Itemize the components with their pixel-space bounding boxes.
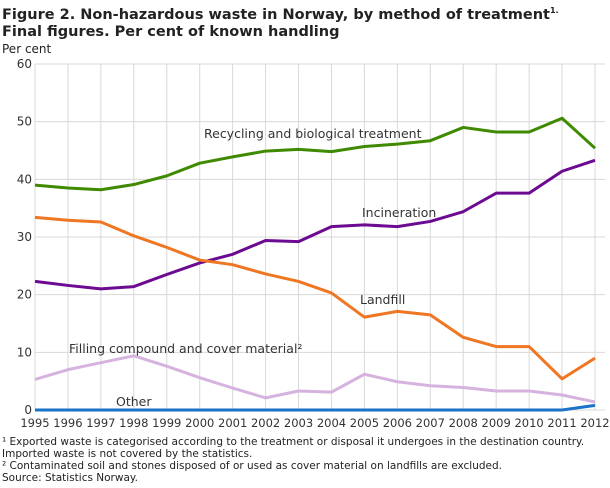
- series-line: [34, 215, 596, 381]
- x-tick-label: 1998: [119, 416, 148, 430]
- series-label: Incineration: [362, 205, 436, 220]
- x-tick-label: 1997: [86, 416, 115, 430]
- series-label: Filling compound and cover material²: [69, 341, 302, 356]
- title-footnote-mark: 1.: [549, 6, 559, 15]
- footnote-1: ¹ Exported waste is categorised accordin…: [2, 436, 585, 448]
- x-tick-label: 1999: [152, 416, 181, 430]
- x-tick-label: 2006: [383, 416, 412, 430]
- x-tick-label: 2009: [482, 416, 511, 430]
- chart-subtitle: Final figures. Per cent of known handlin…: [2, 23, 340, 40]
- y-axis-label: Per cent: [2, 42, 52, 56]
- x-tick-label: 2012: [580, 416, 609, 430]
- x-tick-label: 1996: [53, 416, 82, 430]
- x-tick-label: 2004: [317, 416, 346, 430]
- y-tick-label: 40: [17, 172, 32, 186]
- x-tick-label: 2008: [449, 416, 478, 430]
- y-tick-label: 10: [17, 345, 32, 359]
- title-text: Figure 2. Non-hazardous waste in Norway,…: [2, 6, 550, 23]
- x-tick-label: 1995: [20, 416, 49, 430]
- series-line: [34, 158, 596, 291]
- x-tick-label: 2002: [251, 416, 280, 430]
- series-line: [35, 403, 596, 412]
- footnotes: ¹ Exported waste is categorised accordin…: [2, 436, 584, 484]
- y-tick-label: 20: [17, 288, 32, 302]
- x-tick-label: 2007: [416, 416, 445, 430]
- series-label: Recycling and biological treatment: [204, 126, 422, 141]
- footnote-2: ² Contaminated soil and stones disposed …: [2, 460, 502, 472]
- source-note: Source: Statistics Norway.: [2, 472, 138, 484]
- y-tick-label: 30: [17, 230, 32, 244]
- chart-title: Figure 2. Non-hazardous waste in Norway,…: [2, 2, 559, 41]
- x-tick-label: 2001: [218, 416, 247, 430]
- y-tick-label: 0: [24, 403, 32, 417]
- footnote-1-cont: Imported waste is not covered by the sta…: [2, 448, 253, 460]
- x-tick-label: 2010: [514, 416, 543, 430]
- x-tick-label: 2000: [185, 416, 214, 430]
- x-tick-label: 2005: [350, 416, 379, 430]
- series-line: [34, 354, 596, 404]
- series-label: Other: [116, 394, 152, 409]
- series-line: [34, 116, 597, 192]
- x-tick-label: 2011: [547, 416, 576, 430]
- series-label: Landfill: [360, 292, 405, 307]
- y-tick-label: 60: [17, 57, 32, 71]
- x-tick-label: 2003: [284, 416, 313, 430]
- y-tick-label: 50: [17, 115, 32, 129]
